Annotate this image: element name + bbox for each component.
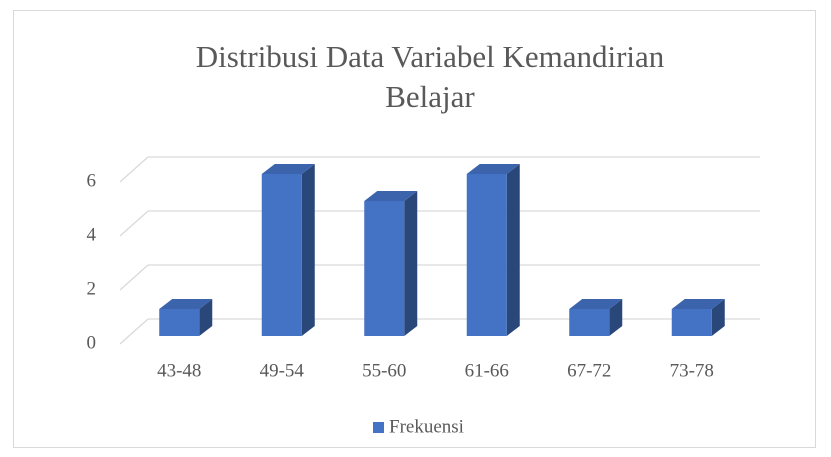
bar (364, 191, 418, 336)
bar-side (404, 191, 418, 336)
x-tick-label: 55-60 (362, 360, 406, 381)
bar-top (364, 191, 418, 201)
bar-front (671, 309, 712, 336)
bar (466, 164, 520, 336)
x-tick-label: 49-54 (260, 360, 305, 381)
bar-front (364, 201, 405, 336)
bar (159, 299, 213, 336)
bar-side (301, 164, 315, 336)
bar-side (199, 299, 213, 336)
bar-top (261, 164, 315, 174)
grid-line (119, 318, 149, 345)
bar-top (159, 299, 213, 309)
legend-swatch (373, 422, 384, 433)
bar-front (569, 309, 610, 336)
x-tick-label: 73-78 (670, 360, 714, 381)
bar (261, 164, 315, 336)
bar (569, 299, 623, 336)
x-tick-label: 43-48 (157, 360, 201, 381)
bar-side (711, 299, 725, 336)
y-tick-label: 4 (87, 224, 97, 245)
bar-top (671, 299, 725, 309)
bar-top (569, 299, 623, 309)
y-tick-label: 2 (87, 278, 97, 299)
chart-title: Distribusi Data Variabel Kemandirian Bela… (196, 39, 665, 114)
bar-side (609, 299, 623, 336)
bar-top (466, 164, 520, 174)
x-tick-label: 67-72 (567, 360, 611, 381)
grid-line (119, 156, 149, 183)
y-tick-label: 6 (87, 170, 97, 191)
bar-side (506, 164, 520, 336)
bar-front (466, 174, 507, 336)
bar-front (159, 309, 200, 336)
grid-line (119, 210, 149, 237)
grid-line (119, 264, 149, 291)
bar (671, 299, 725, 336)
x-tick-label: 61-66 (465, 360, 509, 381)
legend-label: Frekuensi (389, 416, 464, 437)
bar-front (261, 174, 302, 336)
y-tick-label: 0 (87, 332, 97, 353)
